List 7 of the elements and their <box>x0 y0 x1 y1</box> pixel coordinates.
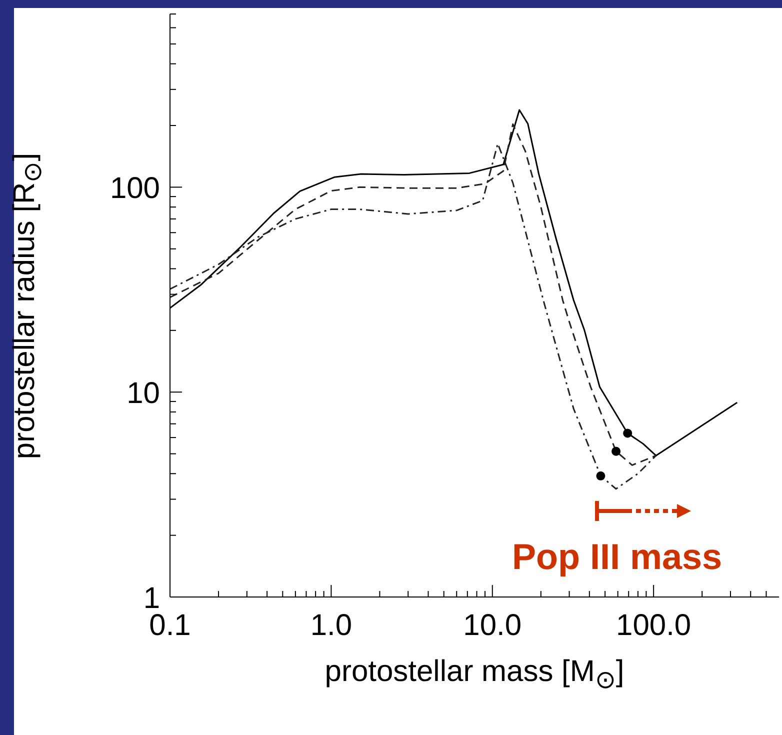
x-axis-title: protostellar mass [M$_{⊙}$] <box>324 655 626 695</box>
x-tick-label: 1.0 <box>310 609 352 642</box>
annotation: Pop III mass <box>512 536 722 577</box>
x-tick-label: 10.0 <box>463 609 522 642</box>
y-tick-label: 100 <box>110 172 160 206</box>
x-tick-label: 100.0 <box>616 609 692 642</box>
y-tick-label: 10 <box>126 377 160 410</box>
